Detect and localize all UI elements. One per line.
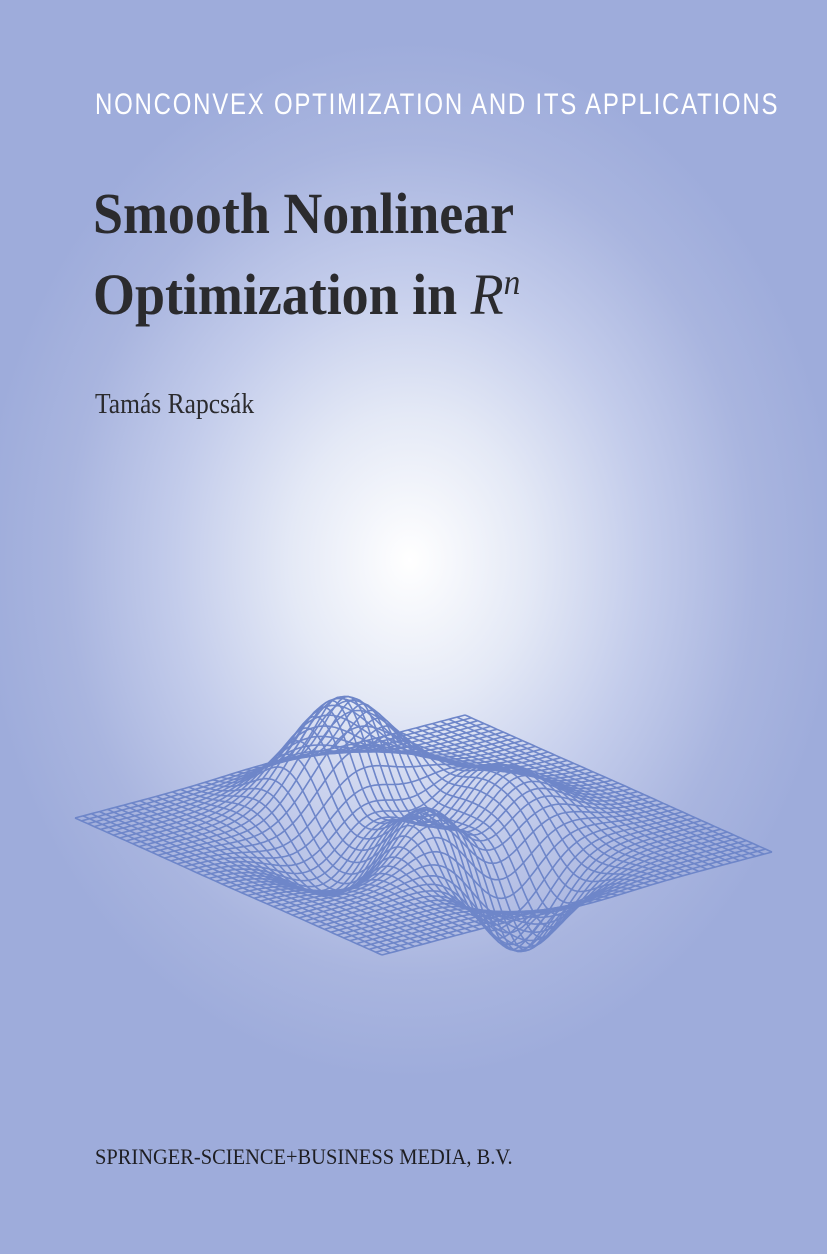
- mesh-line-column: [115, 806, 423, 946]
- mesh-line-column: [464, 714, 773, 853]
- mesh-line-column: [440, 720, 748, 860]
- title-line-2: Optimization in Rn: [93, 248, 520, 329]
- mesh-line-column: [237, 727, 545, 924]
- mesh-lines: [74, 695, 773, 956]
- mesh-line-column: [196, 784, 505, 924]
- title-symbol: R: [470, 262, 504, 327]
- author-name: Tamás Rapcsák: [95, 388, 255, 420]
- mesh-line-column: [123, 804, 432, 943]
- book-title: Smooth Nonlinear Optimization in Rn: [93, 180, 520, 329]
- publisher-name: SPRINGER-SCIENCE+BUSINESS MEDIA, B.V.: [95, 1144, 513, 1169]
- mesh-line-column: [448, 718, 757, 858]
- mesh-line-row: [81, 717, 472, 822]
- mesh-line-column: [318, 725, 626, 917]
- mesh-line-column: [164, 793, 472, 933]
- mesh-line-column: [82, 815, 391, 954]
- mesh-line-column: [107, 808, 415, 948]
- mesh-line-column: [334, 739, 643, 893]
- mesh-line-column: [131, 802, 440, 941]
- mesh-line-column: [172, 791, 480, 930]
- mesh-line-column: [432, 722, 740, 862]
- mesh-line-column: [342, 745, 651, 886]
- mesh-line-column: [456, 716, 765, 855]
- series-title: NONCONVEX OPTIMIZATION AND ITS APPLICATI…: [95, 88, 780, 121]
- mesh-line-column: [407, 729, 716, 868]
- mesh-line-column: [415, 727, 724, 866]
- mesh-line-column: [188, 786, 497, 926]
- mesh-line-column: [99, 810, 407, 950]
- mesh-line-column: [180, 788, 488, 928]
- mesh-line-column: [302, 709, 610, 939]
- title-line-1: Smooth Nonlinear: [93, 181, 515, 246]
- mesh-line-column: [424, 724, 732, 864]
- mesh-line-column: [375, 737, 683, 877]
- mesh-line-column: [74, 817, 383, 956]
- mesh-line-column: [90, 812, 399, 952]
- mesh-line-column: [310, 717, 618, 928]
- title-line-2-text: Optimization in: [93, 262, 458, 327]
- title-superscript: n: [503, 262, 521, 302]
